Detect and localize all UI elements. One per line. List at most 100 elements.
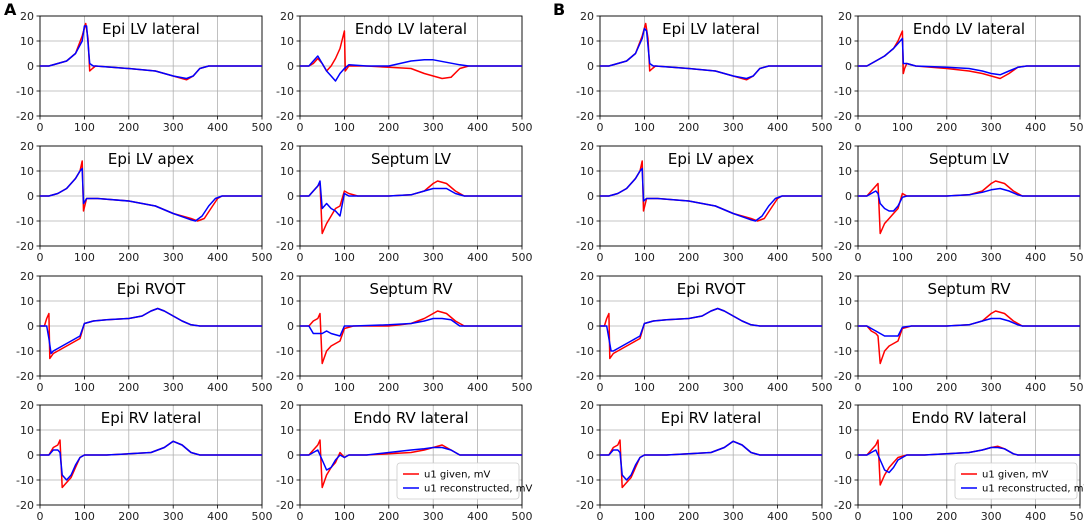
y-tick-label: -20 bbox=[276, 110, 294, 123]
y-tick-label: 0 bbox=[845, 190, 852, 203]
y-tick-label: 0 bbox=[587, 60, 594, 73]
y-tick-label: -20 bbox=[16, 240, 34, 253]
y-tick-label: -20 bbox=[834, 499, 852, 512]
x-tick-label: 500 bbox=[512, 381, 533, 394]
x-tick-label: 200 bbox=[936, 251, 957, 264]
series-line-reconstructed bbox=[858, 187, 1080, 212]
y-tick-label: 20 bbox=[580, 270, 594, 283]
x-tick-label: 200 bbox=[378, 121, 399, 134]
y-tick-label: 0 bbox=[845, 60, 852, 73]
x-tick-label: 0 bbox=[297, 121, 304, 134]
x-tick-label: 200 bbox=[118, 121, 139, 134]
x-tick-label: 0 bbox=[855, 121, 862, 134]
x-tick-label: 200 bbox=[378, 251, 399, 264]
x-tick-label: 300 bbox=[981, 121, 1002, 134]
panel-letter-b: B bbox=[553, 0, 565, 19]
x-tick-label: 100 bbox=[74, 510, 95, 523]
subplot-title: Epi RVOT bbox=[117, 280, 186, 298]
subplot-10-endo-lv-lateral: 0 100 200 300 400 500 -20 -10 0 10 20 Endo LV later… bbox=[834, 10, 1084, 134]
y-tick-label: -20 bbox=[16, 499, 34, 512]
y-tick-label: -20 bbox=[276, 240, 294, 253]
y-tick-label: 20 bbox=[280, 140, 294, 153]
legend-box bbox=[396, 462, 520, 500]
subplot-title: Epi RVOT bbox=[677, 280, 746, 298]
x-tick-label: 400 bbox=[767, 251, 788, 264]
x-tick-label: 100 bbox=[634, 251, 655, 264]
series-line-given bbox=[858, 30, 1080, 80]
y-tick-label: 10 bbox=[20, 165, 34, 178]
subplot-title: Epi RV lateral bbox=[661, 409, 762, 427]
x-tick-label: 300 bbox=[163, 510, 184, 523]
x-tick-label: 300 bbox=[423, 510, 444, 523]
y-tick-label: 20 bbox=[20, 399, 34, 412]
subplot-5-epi-rvot: 0 100 200 300 400 500 -20 -10 0 10 20 Epi RVOT bbox=[16, 270, 272, 394]
panel-letter-a: A bbox=[4, 0, 17, 19]
y-tick-label: 0 bbox=[287, 449, 294, 462]
series-line-reconstructed bbox=[40, 25, 262, 80]
x-tick-label: 100 bbox=[634, 381, 655, 394]
y-tick-label: -10 bbox=[576, 85, 594, 98]
x-tick-label: 200 bbox=[378, 381, 399, 394]
subplot-14-septum-rv: 0 100 200 300 400 500 -20 -10 0 10 20 Septum RV bbox=[834, 270, 1084, 394]
x-tick-label: 500 bbox=[812, 251, 833, 264]
series-line-given bbox=[858, 310, 1080, 365]
x-tick-label: 0 bbox=[37, 510, 44, 523]
y-tick-label: 0 bbox=[287, 60, 294, 73]
y-tick-label: 20 bbox=[838, 140, 852, 153]
subplot-title: Septum RV bbox=[370, 280, 454, 298]
x-tick-label: 500 bbox=[252, 121, 273, 134]
subplot-16-endo-rv-lateral: 0 100 200 300 400 500 -20 -10 0 10 20 Endo RV later… bbox=[834, 399, 1084, 523]
x-tick-label: 500 bbox=[512, 251, 533, 264]
x-tick-label: 0 bbox=[597, 381, 604, 394]
y-tick-label: -10 bbox=[834, 345, 852, 358]
x-tick-label: 400 bbox=[1025, 510, 1046, 523]
x-tick-label: 500 bbox=[812, 510, 833, 523]
x-tick-label: 500 bbox=[512, 510, 533, 523]
x-tick-label: 300 bbox=[723, 381, 744, 394]
subplot-title: Epi LV lateral bbox=[662, 20, 760, 38]
y-tick-label: -20 bbox=[576, 110, 594, 123]
x-tick-label: 300 bbox=[723, 510, 744, 523]
x-tick-label: 200 bbox=[678, 251, 699, 264]
series-line-reconstructed bbox=[858, 446, 1080, 474]
series-line-given bbox=[300, 30, 522, 80]
y-tick-label: -10 bbox=[834, 215, 852, 228]
x-tick-label: 200 bbox=[936, 381, 957, 394]
x-tick-label: 0 bbox=[597, 121, 604, 134]
x-tick-label: 100 bbox=[334, 381, 355, 394]
x-tick-label: 400 bbox=[767, 381, 788, 394]
x-tick-label: 0 bbox=[855, 381, 862, 394]
x-tick-label: 300 bbox=[981, 510, 1002, 523]
legend: u1 given, mV u1 reconstructed, mV bbox=[396, 462, 532, 500]
subplot-7-epi-rv-lateral: 0 100 200 300 400 500 -20 -10 0 10 20 Epi RV latera… bbox=[16, 399, 272, 523]
y-tick-label: -10 bbox=[16, 215, 34, 228]
x-tick-label: 300 bbox=[423, 251, 444, 264]
x-tick-label: 400 bbox=[207, 510, 228, 523]
legend-label-given: u1 given, mV bbox=[424, 470, 491, 481]
y-tick-label: -10 bbox=[576, 215, 594, 228]
y-tick-label: 10 bbox=[20, 35, 34, 48]
series-line-reconstructed bbox=[600, 167, 822, 222]
x-tick-label: 300 bbox=[423, 381, 444, 394]
series-line-given bbox=[600, 160, 822, 222]
series-line-reconstructed bbox=[858, 37, 1080, 76]
x-tick-label: 0 bbox=[297, 251, 304, 264]
y-tick-label: -10 bbox=[276, 215, 294, 228]
y-tick-label: -20 bbox=[276, 370, 294, 383]
subplot-title: Endo LV lateral bbox=[355, 20, 467, 38]
legend-label-reconstructed: u1 reconstructed, mV bbox=[424, 484, 532, 495]
series-line-reconstructed bbox=[600, 440, 822, 481]
x-tick-label: 200 bbox=[678, 121, 699, 134]
subplot-9-epi-lv-lateral: 0 100 200 300 400 500 -20 -10 0 10 20 Epi LV latera… bbox=[576, 10, 832, 134]
subplot-title: Epi LV lateral bbox=[102, 20, 200, 38]
x-tick-label: 400 bbox=[1025, 251, 1046, 264]
x-tick-label: 300 bbox=[981, 251, 1002, 264]
subplot-title: Septum LV bbox=[371, 150, 452, 168]
y-tick-label: 10 bbox=[838, 295, 852, 308]
series-line-reconstructed bbox=[300, 180, 522, 217]
x-tick-label: 100 bbox=[74, 121, 95, 134]
x-tick-label: 200 bbox=[678, 381, 699, 394]
y-tick-label: -20 bbox=[16, 370, 34, 383]
y-tick-label: -20 bbox=[576, 240, 594, 253]
